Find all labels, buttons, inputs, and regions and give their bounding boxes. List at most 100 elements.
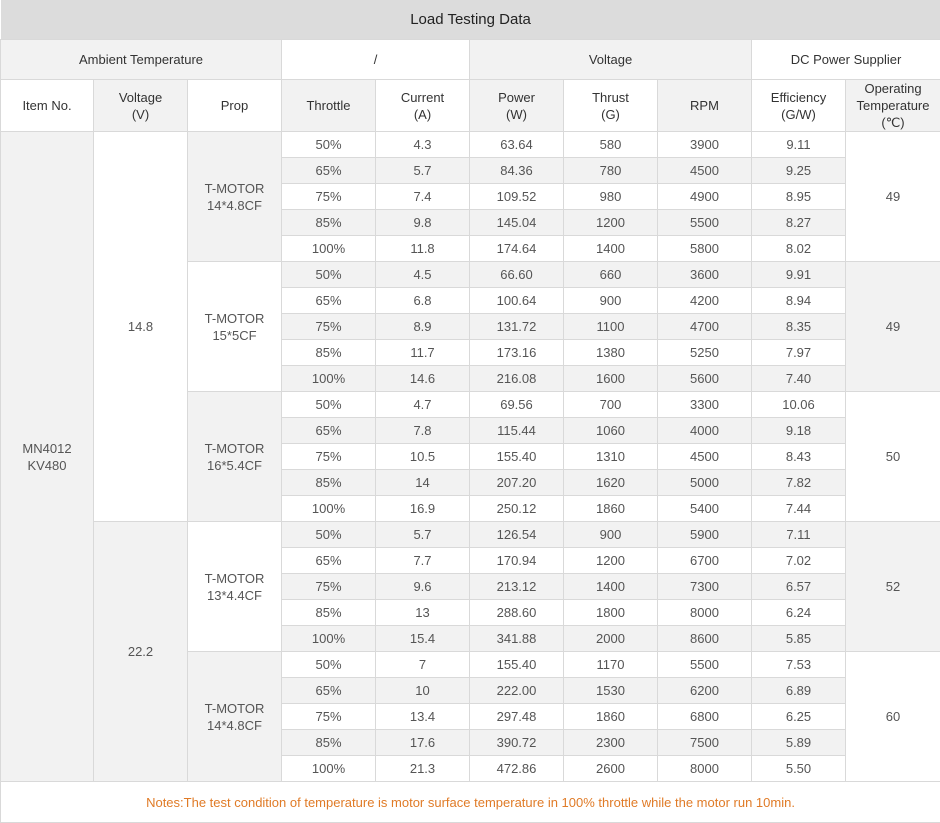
thrust-cell: 2000 (563, 625, 658, 652)
efficiency-cell: 8.35 (751, 313, 846, 340)
table-row: T-MOTOR 15*5CF 50% 4.5 66.60 660 3600 9.91 49 (1, 261, 940, 392)
operating-temperature-cell: 52 (844, 521, 940, 652)
header-operating-temperature: Operating Temperature (℃) (844, 79, 940, 132)
throttle-cell: 65% (281, 287, 376, 314)
ambient-temperature-value: / (281, 39, 470, 80)
throttle-cell: 50% (281, 651, 376, 678)
throttle-cell: 85% (281, 729, 376, 756)
table-row: 75% 7.4 109.52 980 4900 8.95 (1, 183, 940, 210)
header-thrust: Thrust (G) (563, 79, 658, 132)
header-rpm: RPM (657, 79, 752, 132)
throttle-cell: 100% (281, 755, 376, 782)
table-row: 85% 9.8 145.04 1200 5500 8.27 (1, 209, 940, 236)
operating-temperature-cell: 49 (844, 131, 940, 262)
throttle-cell: 75% (281, 573, 376, 600)
thrust-cell: 580 (563, 131, 658, 158)
throttle-cell: 85% (281, 469, 376, 496)
prop-cell: T-MOTOR 14*4.8CF (187, 651, 282, 782)
efficiency-cell: 7.11 (751, 521, 846, 548)
current-cell: 5.7 (375, 157, 470, 184)
throttle-cell: 50% (281, 391, 376, 418)
throttle-cell: 85% (281, 599, 376, 626)
throttle-cell: 85% (281, 339, 376, 366)
current-cell: 14.6 (375, 365, 470, 392)
current-cell: 11.7 (375, 339, 470, 366)
efficiency-cell: 9.91 (751, 261, 846, 288)
thrust-cell: 1620 (563, 469, 658, 496)
current-cell: 4.7 (375, 391, 470, 418)
efficiency-cell: 7.82 (751, 469, 846, 496)
thrust-cell: 700 (563, 391, 658, 418)
power-cell: 63.64 (469, 131, 564, 158)
rpm-cell: 6700 (657, 547, 752, 574)
table-row: 65% 5.7 84.36 780 4500 9.25 (1, 157, 940, 184)
header-throttle: Throttle (281, 79, 376, 132)
table-row: MN4012 KV480 14.8 T-MOTOR 14*4.8CF 50% 4.3 63.6… (0, 131, 940, 782)
rpm-cell: 8600 (657, 625, 752, 652)
power-cell: 207.20 (469, 469, 564, 496)
rpm-cell: 5400 (657, 495, 752, 522)
current-cell: 16.9 (375, 495, 470, 522)
ambient-temperature-label: Ambient Temperature (0, 39, 282, 80)
header-item-no: Item No. (0, 79, 94, 132)
table-row: 22.2 T-MOTOR 13*4.4CF 50% 5.7 126.54 900 5900 7.… (1, 521, 940, 782)
efficiency-cell: 9.25 (751, 157, 846, 184)
rpm-cell: 6800 (657, 703, 752, 730)
table-row: 65% 7.7 170.94 1200 6700 7.02 (1, 547, 940, 574)
voltage-label: Voltage (469, 39, 752, 80)
efficiency-cell: 6.89 (751, 677, 846, 704)
thrust-cell: 1060 (563, 417, 658, 444)
header-current: Current (A) (375, 79, 470, 132)
current-cell: 15.4 (375, 625, 470, 652)
header-power: Power (W) (469, 79, 564, 132)
item-no-cell: MN4012 KV480 (0, 131, 94, 782)
power-cell: 174.64 (469, 235, 564, 262)
power-cell: 216.08 (469, 365, 564, 392)
rpm-cell: 5800 (657, 235, 752, 262)
rpm-cell: 5900 (657, 521, 752, 548)
table-title: Load Testing Data (0, 0, 940, 40)
thrust-cell: 1100 (563, 313, 658, 340)
current-cell: 7.8 (375, 417, 470, 444)
current-cell: 7 (375, 651, 470, 678)
rpm-cell: 7300 (657, 573, 752, 600)
rpm-cell: 5500 (657, 651, 752, 678)
thrust-cell: 1600 (563, 365, 658, 392)
thrust-cell: 1380 (563, 339, 658, 366)
voltage-source-value: DC Power Supplier (750, 39, 940, 80)
throttle-cell: 50% (281, 521, 376, 548)
thrust-cell: 660 (563, 261, 658, 288)
throttle-cell: 50% (281, 261, 376, 288)
operating-temperature-cell: 50 (844, 391, 940, 522)
prop-cell: T-MOTOR 15*5CF (187, 261, 282, 392)
efficiency-cell: 7.44 (751, 495, 846, 522)
efficiency-cell: 9.18 (751, 417, 846, 444)
prop-cell: T-MOTOR 13*4.4CF (187, 521, 282, 652)
rpm-cell: 4700 (657, 313, 752, 340)
rpm-cell: 3300 (657, 391, 752, 418)
power-cell: 155.40 (469, 651, 564, 678)
header-prop: Prop (187, 79, 282, 132)
power-cell: 84.36 (469, 157, 564, 184)
throttle-cell: 65% (281, 677, 376, 704)
operating-temperature-cell: 60 (844, 651, 940, 782)
efficiency-cell: 8.94 (751, 287, 846, 314)
thrust-cell: 1860 (563, 495, 658, 522)
power-cell: 341.88 (469, 625, 564, 652)
thrust-cell: 900 (563, 287, 658, 314)
table-row: T-MOTOR 16*5.4CF 50% 4.7 69.56 700 3300 10.06 50 (1, 391, 940, 522)
throttle-cell: 75% (281, 183, 376, 210)
efficiency-cell: 8.43 (751, 443, 846, 470)
thrust-cell: 900 (563, 521, 658, 548)
efficiency-cell: 5.50 (751, 755, 846, 782)
power-cell: 115.44 (469, 417, 564, 444)
rpm-cell: 3600 (657, 261, 752, 288)
efficiency-cell: 7.02 (751, 547, 846, 574)
operating-temperature-cell: 49 (844, 261, 940, 392)
thrust-cell: 1200 (563, 547, 658, 574)
throttle-cell: 50% (281, 131, 376, 158)
current-cell: 11.8 (375, 235, 470, 262)
table-row: 75% 13.4 297.48 1860 6800 6.25 (1, 703, 940, 730)
thrust-cell: 1200 (563, 209, 658, 236)
